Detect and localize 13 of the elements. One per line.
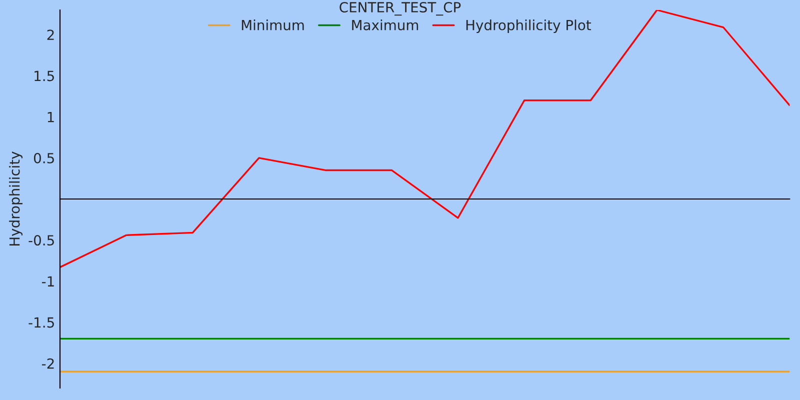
y-tick-label: 2 (47, 30, 54, 40)
y-tick-label: -0.5 (28, 235, 54, 246)
y-tick-label: -1.5 (28, 317, 54, 328)
legend-label: Minimum (242, 20, 304, 30)
y-tick-label: -1 (42, 276, 54, 286)
chart-title: CENTER_TEST_CP (340, 2, 461, 16)
y-tick-label: 1.5 (34, 70, 54, 82)
y-tick-label: 1 (48, 112, 54, 122)
y-tick-label: -2 (42, 358, 54, 369)
legend-label: Maximum (352, 20, 418, 30)
y-axis-title: Hydrophilicity (9, 152, 22, 246)
legend-label: Hydrophilicity Plot (466, 20, 592, 33)
y-tick-label: 0.5 (34, 152, 54, 164)
